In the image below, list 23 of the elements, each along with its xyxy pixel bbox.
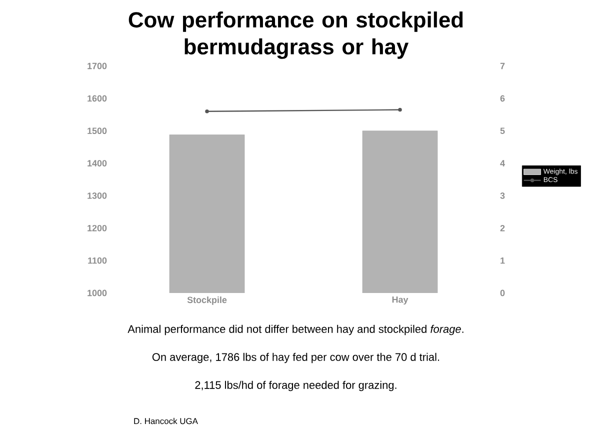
x-tick-label: Stockpile (187, 296, 227, 305)
y2-tick-label: 1 (500, 257, 505, 264)
text: Animal performance did not differ between hay and stockpiled forage. (128, 324, 464, 336)
y2-tick-label: 2 (500, 224, 505, 232)
y2-tick-label: 0 (500, 290, 505, 296)
text: 2,115 lbs/hd of forage needed for grazing. (195, 380, 396, 392)
x-tick-label: Hay (392, 296, 408, 305)
y2-tick-label: 6 (500, 95, 505, 102)
text: D. Hancock UGA (134, 418, 198, 424)
y-tick-label: 1000 (88, 290, 107, 296)
text: On average, 1786 lbs of hay fed per cow over the 70 d trial. (152, 352, 440, 364)
y-tick-label: 1300 (88, 192, 107, 199)
y2-tick-label: 4 (500, 160, 505, 166)
y2-tick-label: 7 (500, 62, 505, 70)
y2-tick-label: 5 (500, 128, 505, 134)
y-tick-label: 1200 (88, 224, 107, 232)
y-tick-label: 1400 (88, 160, 107, 166)
y2-tick-label: 3 (500, 192, 505, 199)
y-tick-label: 1500 (88, 128, 107, 134)
y-tick-label: 1700 (88, 62, 107, 70)
chart-title: Cow performance on stockpiled bermudagrass or hay (128, 12, 463, 59)
y-tick-label: 1100 (88, 257, 107, 264)
y-tick-label: 1600 (88, 95, 107, 102)
